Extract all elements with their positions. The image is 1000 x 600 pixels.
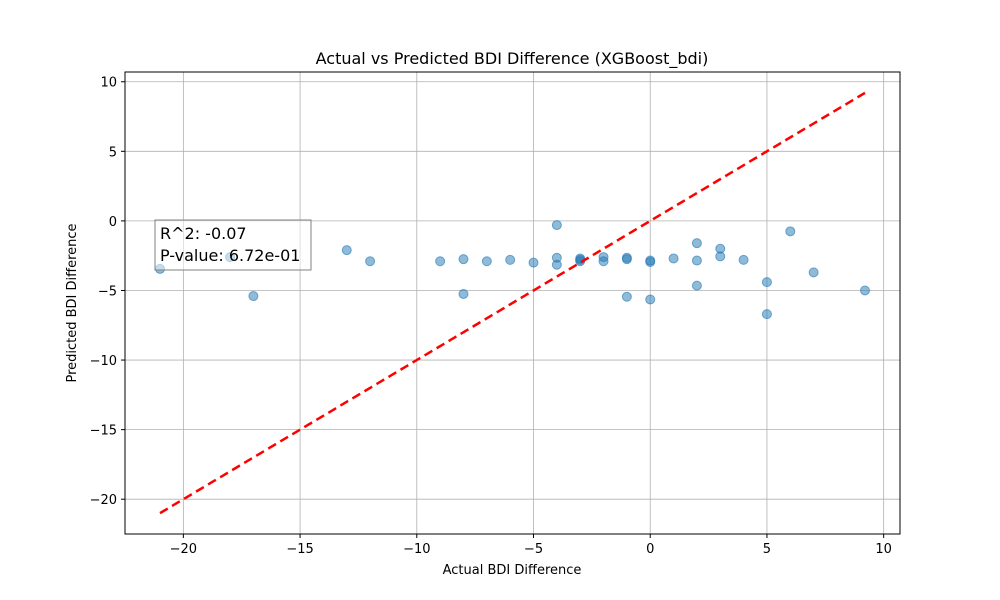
data-point	[621, 254, 632, 265]
data-point	[248, 291, 259, 302]
data-point	[551, 220, 562, 231]
y-tick-label: −5	[98, 284, 117, 299]
data-point	[435, 256, 446, 267]
x-tick-label: −15	[286, 542, 313, 557]
reference-line-group	[159, 91, 866, 515]
x-tick-label: 10	[875, 542, 892, 557]
data-point	[645, 294, 656, 305]
x-tick-label: −20	[170, 542, 197, 557]
chart-title: Actual vs Predicted BDI Difference (XGBo…	[316, 49, 709, 69]
x-tick-label: 0	[646, 542, 654, 557]
y-tick-label: −10	[90, 354, 117, 369]
y-tick-label: 0	[109, 215, 117, 230]
x-tick-label: −10	[403, 542, 430, 557]
data-point	[691, 255, 702, 266]
data-point	[598, 256, 609, 267]
p-value-text: P-value: 6.72e-01	[160, 246, 300, 265]
data-point	[761, 277, 772, 288]
y-axis-ticks: −20 −15 −10 −5 0 5 10	[90, 76, 125, 508]
annotation-box	[154, 219, 312, 271]
data-point	[715, 251, 726, 262]
data-point	[621, 291, 632, 302]
y-tick-label: −15	[90, 424, 117, 439]
data-point	[528, 257, 539, 268]
x-axis-ticks: −20 −15 −10 −5 0 5 10	[170, 534, 892, 557]
data-point	[341, 245, 352, 256]
y-tick-label: −20	[90, 493, 117, 508]
reference-line	[159, 91, 866, 515]
data-point	[458, 288, 469, 299]
x-axis-label: Actual BDI Difference	[443, 563, 582, 578]
data-point	[458, 254, 469, 265]
y-tick-label: 10	[100, 76, 117, 91]
data-point	[761, 309, 772, 320]
r-squared-text: R^2: -0.07	[160, 224, 247, 243]
data-point	[481, 256, 492, 267]
data-point	[691, 280, 702, 291]
data-point	[785, 226, 796, 237]
data-point	[738, 254, 749, 265]
data-point	[808, 267, 819, 278]
y-tick-label: 5	[109, 145, 117, 160]
x-tick-label: 5	[763, 542, 771, 557]
data-point	[365, 256, 376, 267]
data-points	[155, 220, 870, 320]
y-axis-label: Predicted BDI Difference	[65, 223, 80, 382]
data-point	[668, 253, 679, 264]
data-point	[551, 259, 562, 270]
plot-frame	[124, 71, 901, 535]
data-point	[645, 256, 656, 267]
data-point	[859, 285, 870, 296]
stats-annotation: R^2: -0.07 P-value: 6.72e-01	[154, 219, 312, 271]
x-tick-label: −5	[524, 542, 543, 557]
data-point	[691, 238, 702, 249]
data-point	[505, 254, 516, 265]
